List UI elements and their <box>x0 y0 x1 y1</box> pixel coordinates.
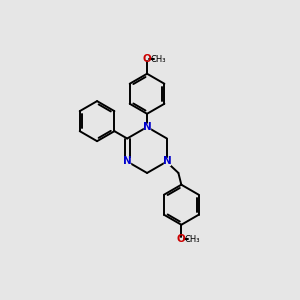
Text: O: O <box>177 234 185 244</box>
Text: O: O <box>142 54 151 64</box>
Bar <box>124 158 130 165</box>
Text: N: N <box>143 122 152 132</box>
Bar <box>164 158 169 165</box>
Text: CH₃: CH₃ <box>185 235 200 244</box>
Text: N: N <box>163 157 171 166</box>
Bar <box>144 124 150 130</box>
Text: CH₃: CH₃ <box>151 55 166 64</box>
Text: N: N <box>123 157 131 166</box>
